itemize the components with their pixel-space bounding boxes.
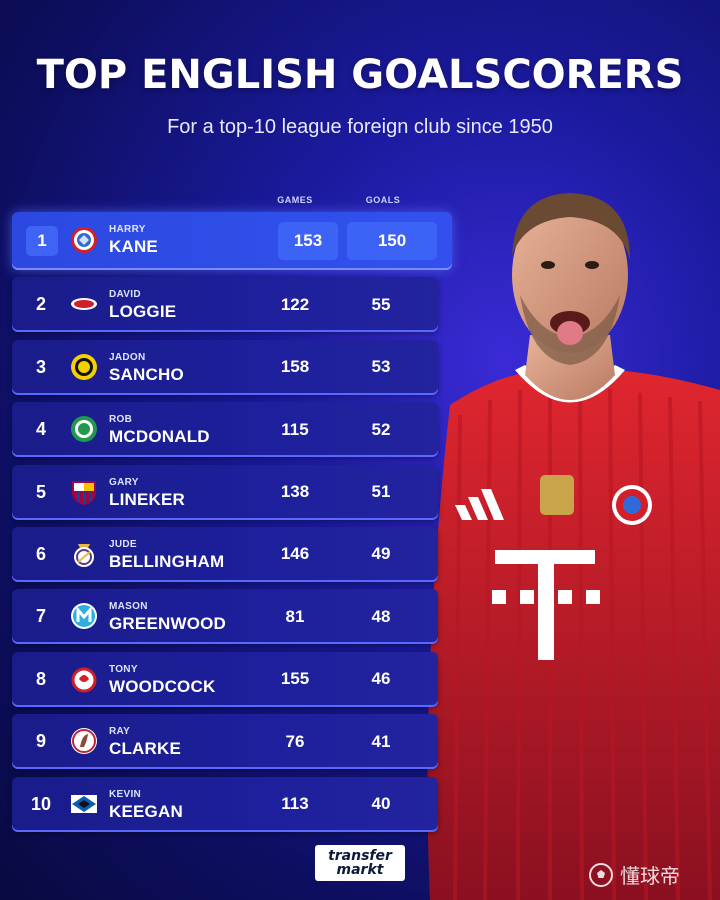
table-row: 4 ROB MCDONALD 115 52 [12,402,438,458]
watermark-text: 懂球帝 [620,866,680,888]
first-name: KEVIN [109,788,142,800]
games-value: 146 [280,544,310,564]
games-value: 122 [280,294,310,314]
barcelona-crest-icon [72,480,96,505]
games-value: 153 [278,222,338,260]
last-name: GREENWOOD [109,614,227,634]
page-subtitle: For a top-10 league foreign club since 1… [167,116,553,138]
first-name: TONY [109,663,138,675]
last-name: CLARKE [109,739,182,759]
table-row: 3 JADON SANCHO 158 53 [12,339,438,395]
rank: 8 [35,668,46,689]
games-value: 113 [281,794,309,814]
rank: 4 [35,419,46,440]
first-name: ROB [109,414,133,426]
goals-value: 46 [371,669,391,689]
first-name: GARY [109,476,139,488]
transfermarkt-logo: transfer markt [315,845,405,881]
games-value: 158 [280,357,310,377]
real-madrid-crest-icon [74,543,94,567]
table-row: 7 MASON GREENWOOD 81 48 [12,589,438,645]
player-photo [427,193,720,900]
goals-value: 51 [371,482,391,502]
table-row: 10 KEVIN KEEGAN 113 40 [12,776,438,832]
goals-value: 52 [371,419,391,439]
bvb-crest-icon [71,353,97,380]
goals-value: 49 [371,544,391,564]
first-name: DAVID [109,289,141,301]
first-name: MASON [109,601,148,613]
rank: 2 [35,294,46,315]
table-row: 1 HARRY KANE 153 150 [12,212,452,270]
az-crest-icon [71,298,97,311]
games-value: 155 [280,669,310,689]
last-name: LINEKER [109,489,186,509]
first-name: RAY [109,726,131,738]
scorers-table: 1 HARRY KANE 153 150 2 DAVID LOGGIE 122 … [12,212,452,839]
first-name: HARRY [109,224,146,235]
games-column-header: GAMES [277,195,313,205]
games-value: 76 [285,731,305,751]
rank: 5 [35,481,46,502]
rank: 1 [26,226,58,256]
page-title: TOP ENGLISH GOALSCORERS [36,52,684,98]
table-row: 6 JUDE BELLINGHAM 146 49 [12,526,438,582]
first-name: JADON [109,351,146,363]
rank: 9 [35,731,46,752]
last-name: BELLINGHAM [109,551,225,571]
goals-value: 41 [371,731,391,751]
rank: 7 [35,606,46,627]
last-name: KANE [109,237,158,256]
rank: 6 [35,543,46,564]
football-icon [589,862,613,887]
last-name: MCDONALD [109,427,210,447]
rank: 10 [30,793,52,814]
goals-value: 53 [371,357,391,377]
goals-value: 48 [371,606,391,626]
last-name: SANCHO [109,364,184,384]
games-value: 81 [285,606,305,626]
games-value: 138 [280,482,310,502]
goals-value: 150 [347,222,437,260]
last-name: LOGGIE [109,302,177,322]
last-name: KEEGAN [109,801,183,821]
goals-value: 40 [371,794,391,814]
games-value: 115 [281,419,309,439]
last-name: WOODCOCK [109,676,216,696]
ajax-crest-icon [71,728,97,755]
watermark: 懂球帝 [588,860,680,889]
goals-column-header: GOALS [365,195,401,205]
hamburg-crest-icon [71,794,97,813]
logo-line1: transfer [328,848,392,864]
groningen-crest-icon [71,416,97,443]
rank: 3 [35,356,46,377]
table-row: 8 TONY WOODCOCK 155 46 [12,651,438,707]
marseille-crest-icon [71,603,97,630]
table-row: 2 DAVID LOGGIE 122 55 [12,277,438,333]
koln-crest-icon [71,667,97,693]
table-row: 5 GARY LINEKER 138 51 [12,464,438,520]
first-name: JUDE [109,538,137,550]
logo-line2: markt [336,862,384,878]
bayern-crest-icon [71,227,97,253]
table-row: 9 RAY CLARKE 76 41 [12,714,438,770]
goals-value: 55 [371,294,391,314]
